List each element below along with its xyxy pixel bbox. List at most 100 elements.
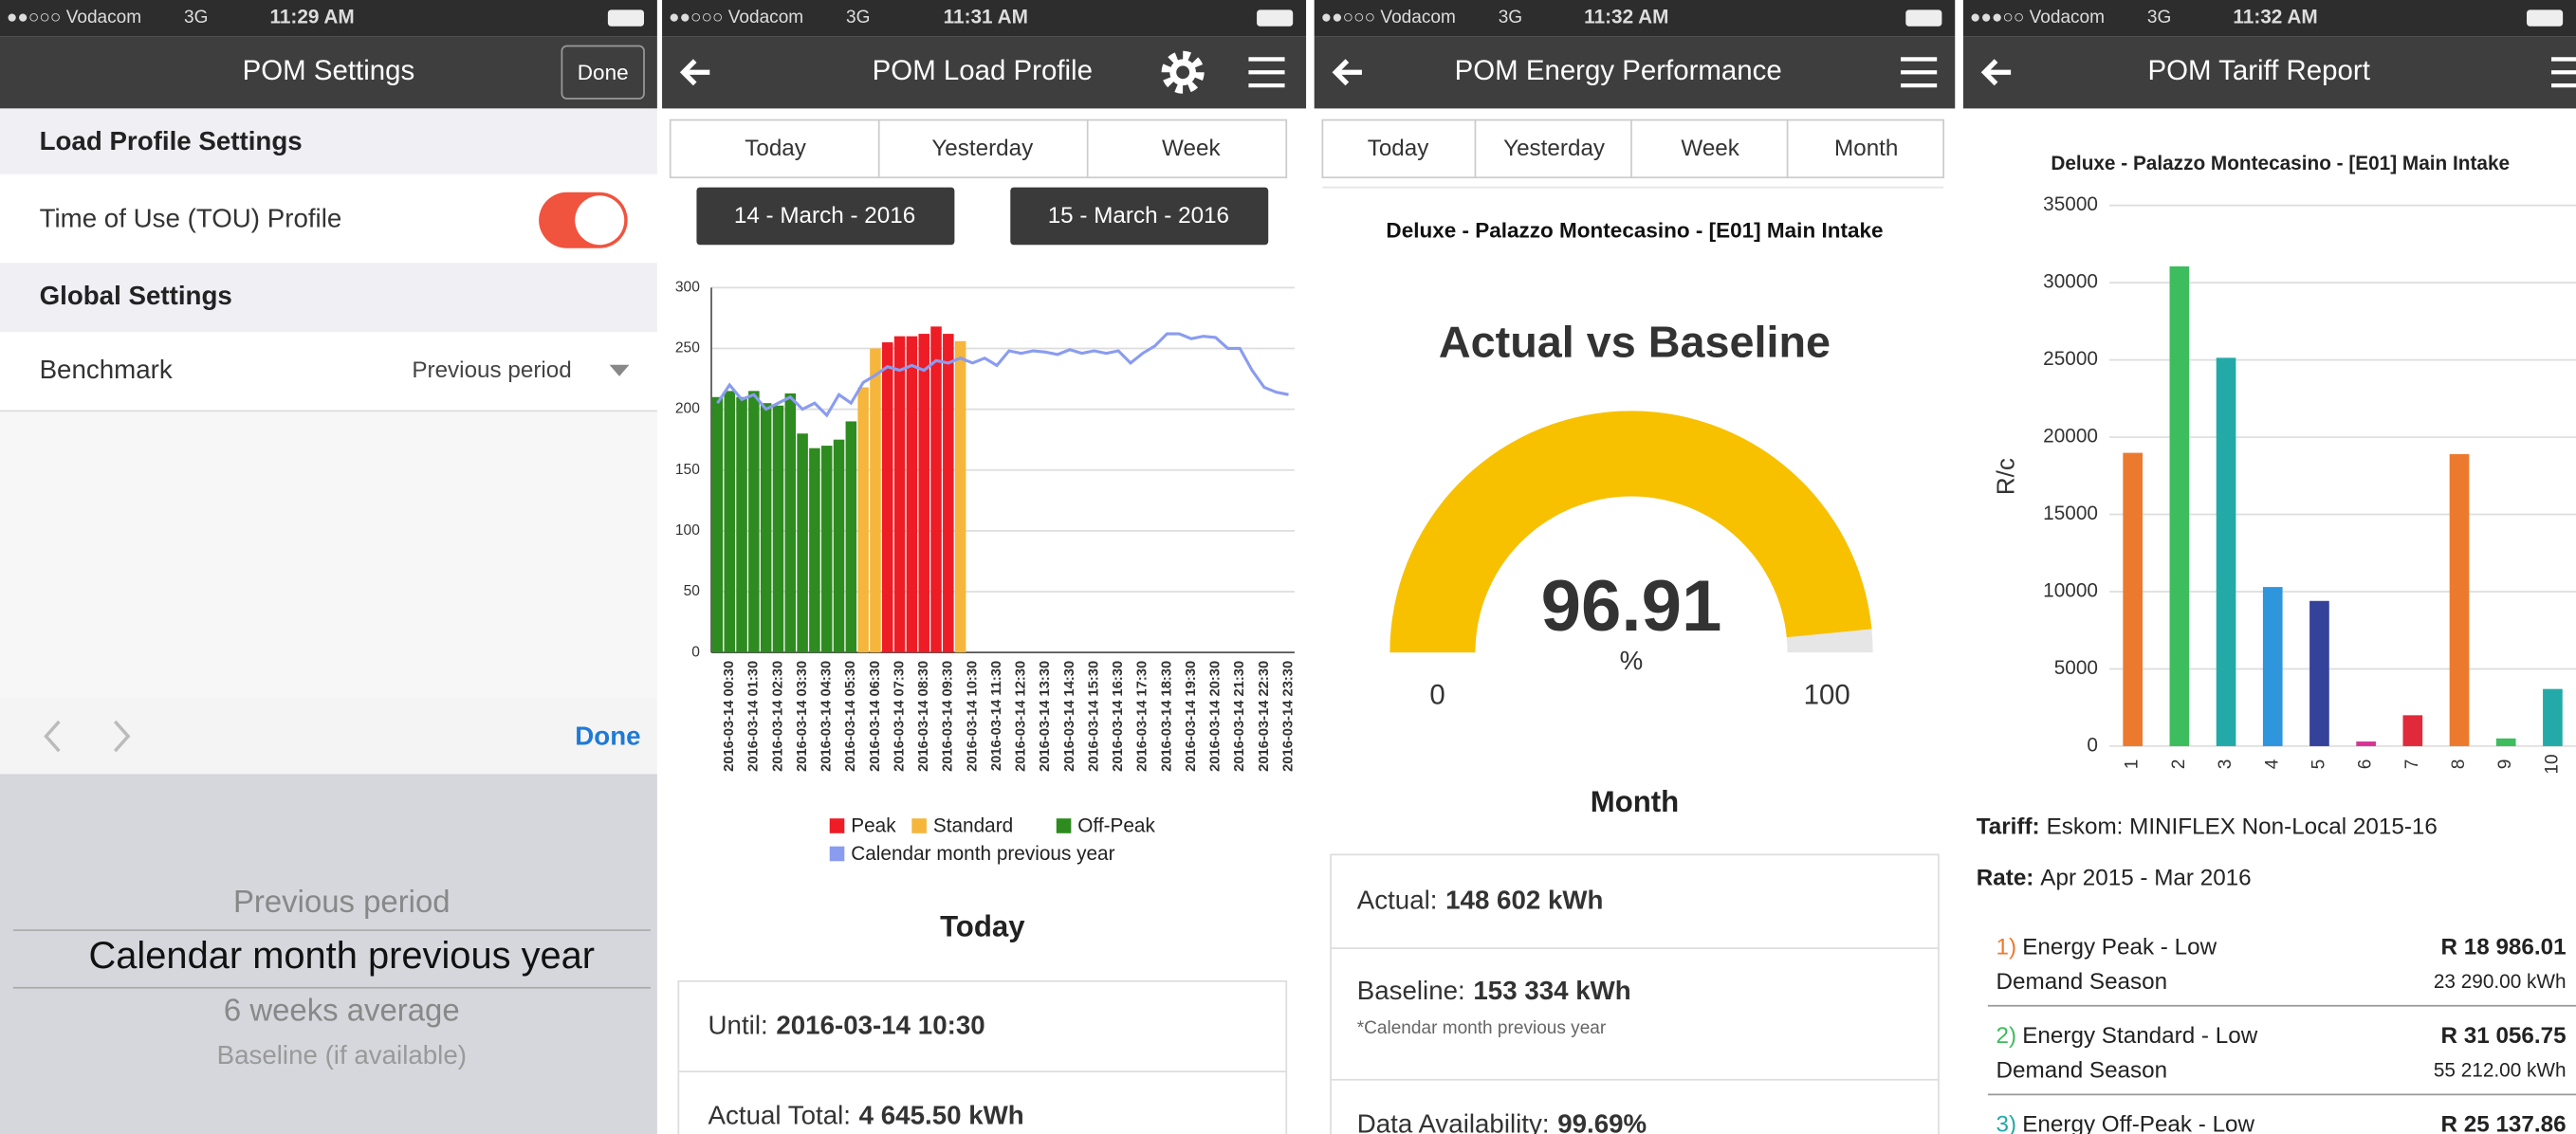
bar (736, 396, 747, 653)
picker-option: Previous period (233, 884, 451, 919)
done-button[interactable] (561, 45, 645, 100)
network: 3G (184, 8, 208, 27)
back-button[interactable] (679, 59, 710, 86)
x-tick-label: 2016-03-14 22:30 (1257, 661, 1272, 772)
bar (2356, 741, 2376, 746)
tab[interactable]: Week (1681, 136, 1739, 161)
tariff-line: Tariff: Eskom: MINIFLEX Non-Local 2015-16 (1977, 814, 2438, 840)
settings-icon[interactable] (1161, 50, 1205, 94)
y-tick-label: 25000 (2043, 348, 2098, 370)
battery (2527, 9, 2564, 27)
picker-option: Calendar month previous year (89, 935, 596, 977)
y-tick-label: 100 (675, 522, 700, 539)
x-tick-label: 5 (2309, 759, 2328, 770)
x-tick-label: 2016-03-14 09:30 (941, 661, 956, 772)
done-label[interactable]: Done (578, 61, 629, 84)
rate-label: Rate: (1977, 866, 2034, 891)
bar (809, 448, 820, 653)
tab[interactable]: Yesterday (931, 136, 1034, 161)
x-tick-label: 2016-03-14 20:30 (1208, 661, 1224, 772)
y-tick-label: 15000 (2043, 503, 2098, 524)
date-button[interactable] (1010, 187, 1269, 246)
tab[interactable]: Today (745, 136, 807, 161)
summary-row: Actual: 148 602 kWh (1357, 886, 1604, 915)
section (0, 263, 657, 333)
summary-label: Until: (708, 1011, 768, 1040)
y-tick-label: 30000 (2043, 271, 2098, 293)
bar (772, 405, 784, 653)
prev-button[interactable] (44, 720, 61, 753)
x-tick-label: 2016-03-14 07:30 (892, 661, 907, 772)
x-tick-label: 7 (2402, 759, 2422, 770)
date-label[interactable]: 15 - March - 2016 (1048, 203, 1229, 229)
x-tick-label: 2016-03-14 23:30 (1280, 661, 1296, 772)
status-bar (1314, 0, 1956, 37)
menu-icon[interactable] (2551, 57, 2576, 88)
summary-value: 4 645.50 kWh (859, 1101, 1024, 1130)
summary-value: 2016-03-14 10:30 (776, 1011, 984, 1040)
item-name: Energy Standard - Low (2022, 1023, 2257, 1049)
dropdown-value[interactable]: Previous period (412, 357, 571, 383)
header-title: POM Load Profile (873, 55, 1093, 86)
picker (0, 774, 657, 1134)
gauge-unit: % (1620, 646, 1644, 675)
summary-card (1330, 853, 1940, 1134)
picker-done[interactable]: Done (575, 722, 640, 751)
back-button[interactable] (1332, 59, 1362, 86)
dropdown-arrow (609, 364, 630, 376)
status-bar (662, 0, 1307, 37)
section-title: Load Profile Settings (40, 126, 303, 155)
bar (857, 387, 869, 653)
y-tick-label: 300 (675, 279, 700, 295)
menu-icon[interactable] (1248, 57, 1285, 88)
picker-options: Previous period Calendar month previous y… (89, 884, 596, 1070)
next-button[interactable] (113, 720, 131, 753)
x-tick-label: 2016-03-14 02:30 (770, 661, 785, 772)
y-tick-label: 250 (675, 340, 700, 357)
header (662, 36, 1307, 109)
summary-label: Actual Total: (708, 1101, 851, 1130)
row-label: Time of Use (TOU) Profile (40, 204, 342, 233)
tariff-value: Eskom: MINIFLEX Non-Local 2015-16 (2047, 814, 2438, 840)
item-number: 3) (1996, 1112, 2017, 1134)
bar (820, 446, 833, 653)
summary-row: Actual Total: 4 645.50 kWh (708, 1101, 1024, 1130)
row[interactable] (0, 332, 657, 412)
carrier: ●●●○○ Vodacom (1970, 8, 2105, 27)
bar (930, 326, 942, 653)
bar (870, 348, 881, 653)
bar (2449, 453, 2470, 746)
date-button[interactable] (696, 187, 955, 246)
bar (2402, 715, 2423, 746)
tab[interactable]: Today (1368, 136, 1430, 161)
bar (748, 391, 760, 653)
tab[interactable]: Week (1162, 136, 1221, 161)
tab[interactable]: Month (1834, 136, 1898, 161)
rate-line: Rate: Apr 2015 - Mar 2016 (1977, 866, 2252, 891)
tabs (1321, 119, 1944, 179)
chart-title: Deluxe - Palazzo Montecasino - [E01] Mai… (2051, 153, 2510, 174)
summary-label: Baseline: (1357, 976, 1465, 1005)
bar (784, 393, 797, 653)
line (716, 332, 1289, 418)
legend-label: Calendar month previous year (851, 843, 1114, 865)
item-amount: R 18 986.01 (2441, 935, 2567, 960)
x-tick-label: 3 (2216, 759, 2236, 770)
y-tick-label: 50 (684, 583, 701, 599)
item-name: Energy Peak - Low (2022, 935, 2217, 960)
menu-icon[interactable] (1901, 57, 1938, 88)
clock: 11:32 AM (2233, 7, 2317, 28)
tab[interactable]: Yesterday (1503, 136, 1606, 161)
gauge-max: 100 (1804, 680, 1850, 711)
bar (2123, 452, 2143, 746)
summary-note: *Calendar month previous year (1357, 1018, 1607, 1038)
bar (760, 403, 772, 653)
header-title: POM Energy Performance (1455, 55, 1782, 86)
item-amount: R 31 056.75 (2441, 1023, 2567, 1049)
x-tick-label: 2016-03-14 11:30 (989, 661, 1004, 771)
gauge-value (1389, 411, 1872, 653)
date-label[interactable]: 14 - March - 2016 (734, 203, 915, 229)
x-tick-label: 8 (2449, 759, 2469, 770)
back-button[interactable] (1980, 59, 2012, 86)
